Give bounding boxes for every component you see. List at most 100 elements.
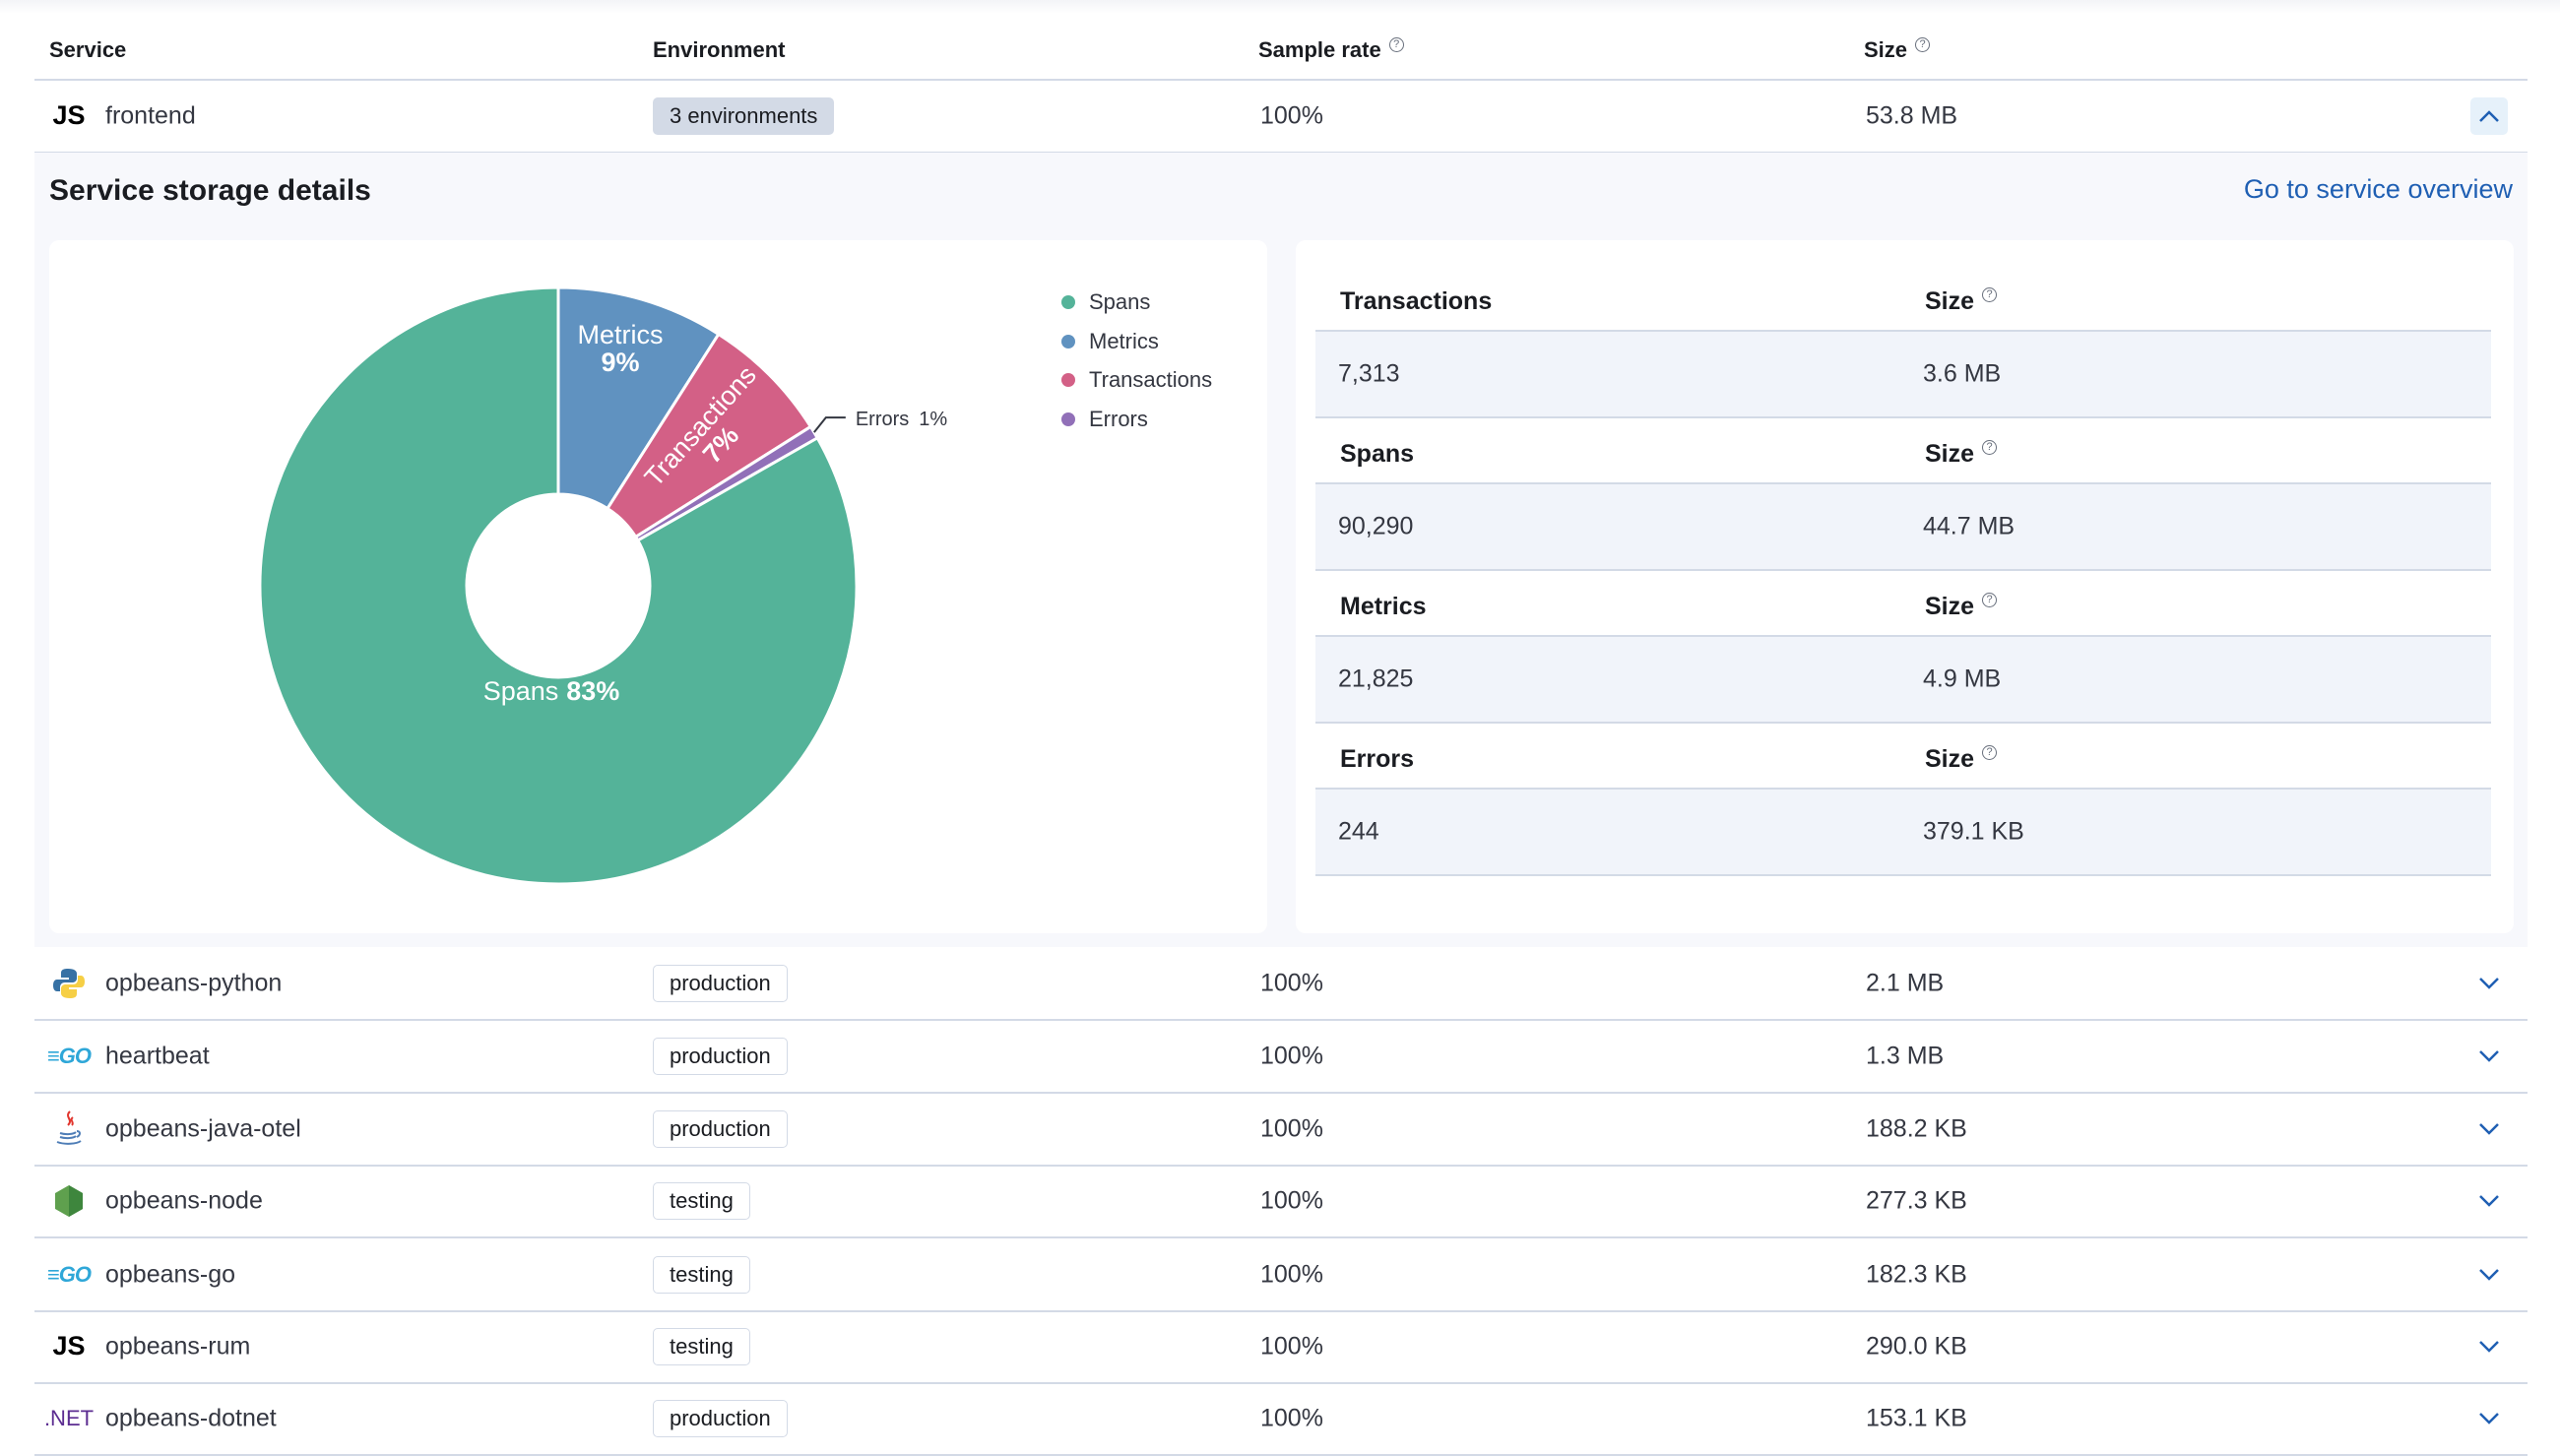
size-value: 44.7 MB [1923, 512, 2016, 540]
table-row: ≡GO opbeans-go testing 100% 182.3 KB [34, 1238, 2528, 1310]
java-icon [49, 1109, 89, 1149]
chevron-up-icon [2479, 109, 2499, 122]
column-header-sample-rate[interactable]: Sample rate? [1258, 37, 1404, 63]
environment-badge[interactable]: 3 environments [653, 96, 835, 135]
header-label: Sample rate [1258, 37, 1381, 62]
chevron-down-icon [2479, 977, 2499, 989]
environment-badge: production [653, 964, 788, 1002]
slice-metrics[interactable] [556, 285, 721, 511]
count-value: 7,313 [1338, 359, 1400, 388]
chevron-down-icon [2479, 1340, 2499, 1353]
size-header: Size? [1925, 745, 1998, 774]
legend-swatch [1061, 412, 1075, 427]
data-label: Errors 1% [856, 409, 948, 430]
divider [34, 79, 2528, 81]
size-value: 4.9 MB [1923, 665, 2002, 693]
size-header: Size? [1925, 593, 1998, 621]
size: 290.0 KB [1866, 1332, 1967, 1360]
size-value: 379.1 KB [1923, 817, 2024, 846]
divider [34, 1236, 2528, 1238]
table-row: .NET opbeans-dotnet production 100% 153.1 KB [34, 1382, 2528, 1454]
expand-row-button[interactable] [2470, 1256, 2508, 1294]
js-icon: JS [52, 100, 86, 130]
legend-item[interactable]: Errors [1061, 407, 1148, 432]
column-header-size[interactable]: Size? [1864, 37, 1931, 63]
python-icon [49, 964, 89, 1003]
divider [34, 1382, 2528, 1384]
section-header: Errors [1340, 745, 1415, 773]
header-label: Service [49, 37, 127, 62]
table-row: JS frontend 3 environments 100% 53.8 MB [34, 80, 2528, 152]
environment-badge: production [653, 1037, 788, 1075]
size-header-label: Size [1925, 745, 1975, 773]
expand-row-button[interactable] [2470, 1110, 2508, 1148]
legend-label: Transactions [1089, 367, 1213, 393]
section-row: 90,290 44.7 MB [1315, 482, 2491, 571]
service-link[interactable]: opbeans-go [105, 1260, 236, 1288]
sample-rate: 100% [1260, 1332, 1323, 1360]
service-link[interactable]: opbeans-python [105, 969, 283, 996]
table-row: opbeans-java-otel production 100% 188.2 KB [34, 1093, 2528, 1165]
help-icon[interactable]: ? [1388, 37, 1404, 52]
section-header: Metrics [1340, 593, 1427, 620]
chevron-down-icon [2479, 1268, 2499, 1281]
chevron-down-icon [2479, 1122, 2499, 1135]
size-header-label: Size [1925, 440, 1975, 468]
nodejs-icon [49, 1181, 89, 1221]
size: 182.3 KB [1866, 1260, 1967, 1288]
legend-item[interactable]: Transactions [1061, 367, 1212, 393]
go-icon: ≡GO [46, 1261, 92, 1287]
legend-item[interactable]: Metrics [1061, 329, 1159, 354]
help-icon[interactable]: ? [1982, 440, 1998, 455]
size: 53.8 MB [1866, 101, 1958, 129]
expand-row-button[interactable] [2470, 1400, 2508, 1437]
go-to-service-overview-link[interactable]: Go to service overview [2243, 174, 2513, 204]
size: 188.2 KB [1866, 1114, 1967, 1142]
slice-spans[interactable] [258, 285, 859, 886]
legend-swatch [1061, 295, 1075, 309]
sample-rate: 100% [1260, 1042, 1323, 1069]
legend-item[interactable]: Spans [1061, 289, 1150, 315]
size-header-label: Size [1925, 593, 1975, 620]
service-link[interactable]: frontend [105, 101, 196, 129]
size-header: Size? [1925, 287, 1998, 316]
environment-badge: testing [653, 1327, 750, 1365]
help-icon[interactable]: ? [1982, 287, 1998, 302]
service-link[interactable]: heartbeat [105, 1042, 210, 1069]
count-value: 244 [1338, 817, 1379, 846]
service-link[interactable]: opbeans-node [105, 1186, 263, 1214]
help-icon[interactable]: ? [1982, 593, 1998, 607]
section-header: Transactions [1340, 287, 1493, 315]
slice-label: Errors [856, 409, 909, 430]
legend-label: Metrics [1089, 328, 1159, 353]
expand-row-button[interactable] [2470, 1182, 2508, 1220]
sample-rate: 100% [1260, 1260, 1323, 1288]
section-row: 244 379.1 KB [1315, 788, 2491, 876]
help-icon[interactable]: ? [1915, 37, 1931, 52]
service-link[interactable]: opbeans-dotnet [105, 1404, 277, 1431]
divider [34, 1019, 2528, 1021]
table-row: ≡GO heartbeat production 100% 1.3 MB [34, 1020, 2528, 1092]
column-header-service[interactable]: Service [49, 37, 126, 63]
environment-badge: testing [653, 1181, 750, 1220]
service-link[interactable]: opbeans-java-otel [105, 1114, 301, 1142]
service-storage-details-panel: Service storage details Go to service ov… [34, 153, 2528, 947]
expand-row-button[interactable] [2470, 1038, 2508, 1075]
sample-rate: 100% [1260, 1114, 1323, 1142]
size-header: Size? [1925, 440, 1998, 469]
table-row: opbeans-python production 100% 2.1 MB [34, 947, 2528, 1019]
column-header-environment[interactable]: Environment [653, 37, 785, 63]
js-icon: JS [52, 1331, 86, 1361]
expand-row-button[interactable] [2470, 965, 2508, 1002]
size: 153.1 KB [1866, 1404, 1967, 1431]
collapse-row-button[interactable] [2470, 96, 2508, 135]
chevron-down-icon [2479, 1412, 2499, 1424]
size: 277.3 KB [1866, 1186, 1967, 1214]
count-value: 90,290 [1338, 512, 1414, 540]
divider [34, 1310, 2528, 1312]
expand-row-button[interactable] [2470, 1328, 2508, 1365]
go-icon: ≡GO [46, 1043, 92, 1068]
service-link[interactable]: opbeans-rum [105, 1332, 251, 1360]
data-label: Metrics 9% [578, 320, 664, 377]
help-icon[interactable]: ? [1982, 745, 1998, 760]
